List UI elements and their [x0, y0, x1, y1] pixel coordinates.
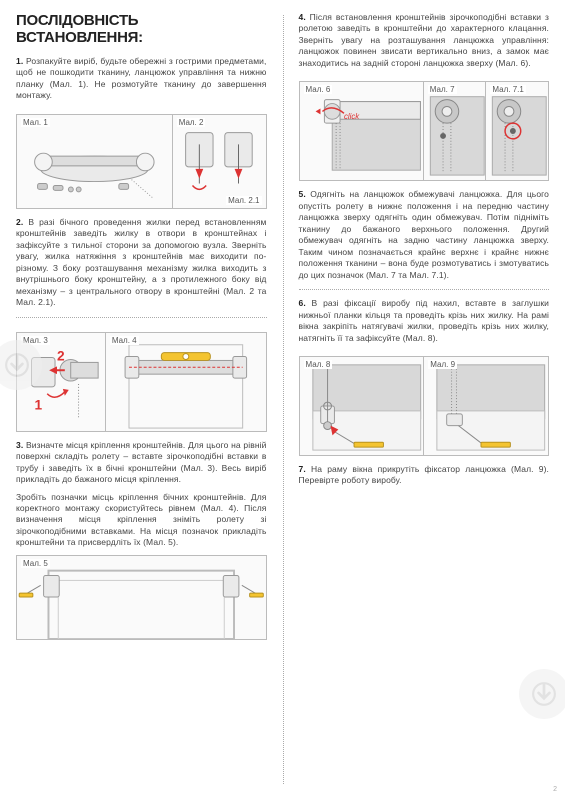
figure-7: Мал. 7 — [424, 81, 487, 181]
divider-h-right — [299, 289, 550, 290]
fig71-illustration — [486, 82, 548, 180]
fig2-illustration — [173, 115, 266, 208]
fig7-label: Мал. 7 — [428, 85, 457, 94]
fig4-label: Мал. 4 — [110, 336, 139, 345]
fig71-label: Мал. 7.1 — [490, 85, 525, 94]
step-3b-text: Зробіть позначки місць кріплення бічних … — [16, 492, 267, 549]
page-title: ПОСЛІДОВНІСТЬ ВСТАНОВЛЕННЯ: — [16, 12, 267, 46]
figure-2: Мал. 2 Мал. 2.1 — [173, 114, 267, 209]
watermark-icon — [519, 669, 565, 719]
fig1-illustration — [17, 115, 172, 208]
figure-4: Мал. 4 — [106, 332, 267, 432]
fig9-illustration — [424, 357, 548, 455]
figure-6: Мал. 6 click — [299, 81, 424, 181]
figure-71: Мал. 7.1 — [486, 81, 549, 181]
fig8-label: Мал. 8 — [304, 360, 333, 369]
fig7-illustration — [424, 82, 486, 180]
step-7-text: 7. На раму вікна прикрутіть фіксатор лан… — [299, 464, 550, 487]
fig6-label: Мал. 6 — [304, 85, 333, 94]
fig5-illustration — [17, 556, 266, 639]
fig8-illustration — [300, 357, 424, 455]
fig9-label: Мал. 9 — [428, 360, 457, 369]
page-number: 2 — [553, 786, 557, 793]
fig21-label: Мал. 2.1 — [226, 196, 261, 205]
step-5-text: 5. Одягніть на ланцюжок обмежувачі ланцю… — [299, 189, 550, 281]
figure-8: Мал. 8 — [299, 356, 425, 456]
step-4-text: 4. Після встановлення кронштейнів зірочк… — [299, 12, 550, 69]
step-6-text: 6. В разі фіксації виробу під нахил, вст… — [299, 298, 550, 344]
fig2-label: Мал. 2 — [177, 118, 206, 127]
step-1-text: 1. Розпакуйте виріб, будьте обережні з г… — [16, 56, 267, 102]
figure-row-6-7: Мал. 6 click Мал. 7 — [299, 75, 550, 189]
figure-row-1-2: Мал. 1 Мал. 2 Мал. 2.1 — [16, 108, 267, 217]
red-num-2: 2 — [57, 348, 65, 363]
divider-h-left — [16, 317, 267, 318]
figure-5: Мал. 5 — [16, 555, 267, 640]
fig6-illustration: click — [300, 82, 423, 180]
step-2-text: 2. В разі бічного проведення жилки перед… — [16, 217, 267, 309]
figure-1: Мал. 1 — [16, 114, 173, 209]
red-num-1: 1 — [34, 397, 42, 412]
fig5-label: Мал. 5 — [21, 559, 50, 568]
fig1-label: Мал. 1 — [21, 118, 50, 127]
figure-row-3-4: Мал. 3 1 2 Мал. 4 — [16, 326, 267, 440]
right-column: 4. Після встановлення кронштейнів зірочк… — [283, 0, 565, 799]
left-column: ПОСЛІДОВНІСТЬ ВСТАНОВЛЕННЯ: 1. Розпакуйт… — [0, 0, 283, 799]
click-label: click — [343, 113, 359, 122]
figure-9: Мал. 9 — [424, 356, 549, 456]
step-3-text: 3. Визначте місця кріплення кронштейнів.… — [16, 440, 267, 486]
fig4-illustration — [106, 333, 266, 431]
figure-row-8-9: Мал. 8 Мал. 9 — [299, 350, 550, 464]
